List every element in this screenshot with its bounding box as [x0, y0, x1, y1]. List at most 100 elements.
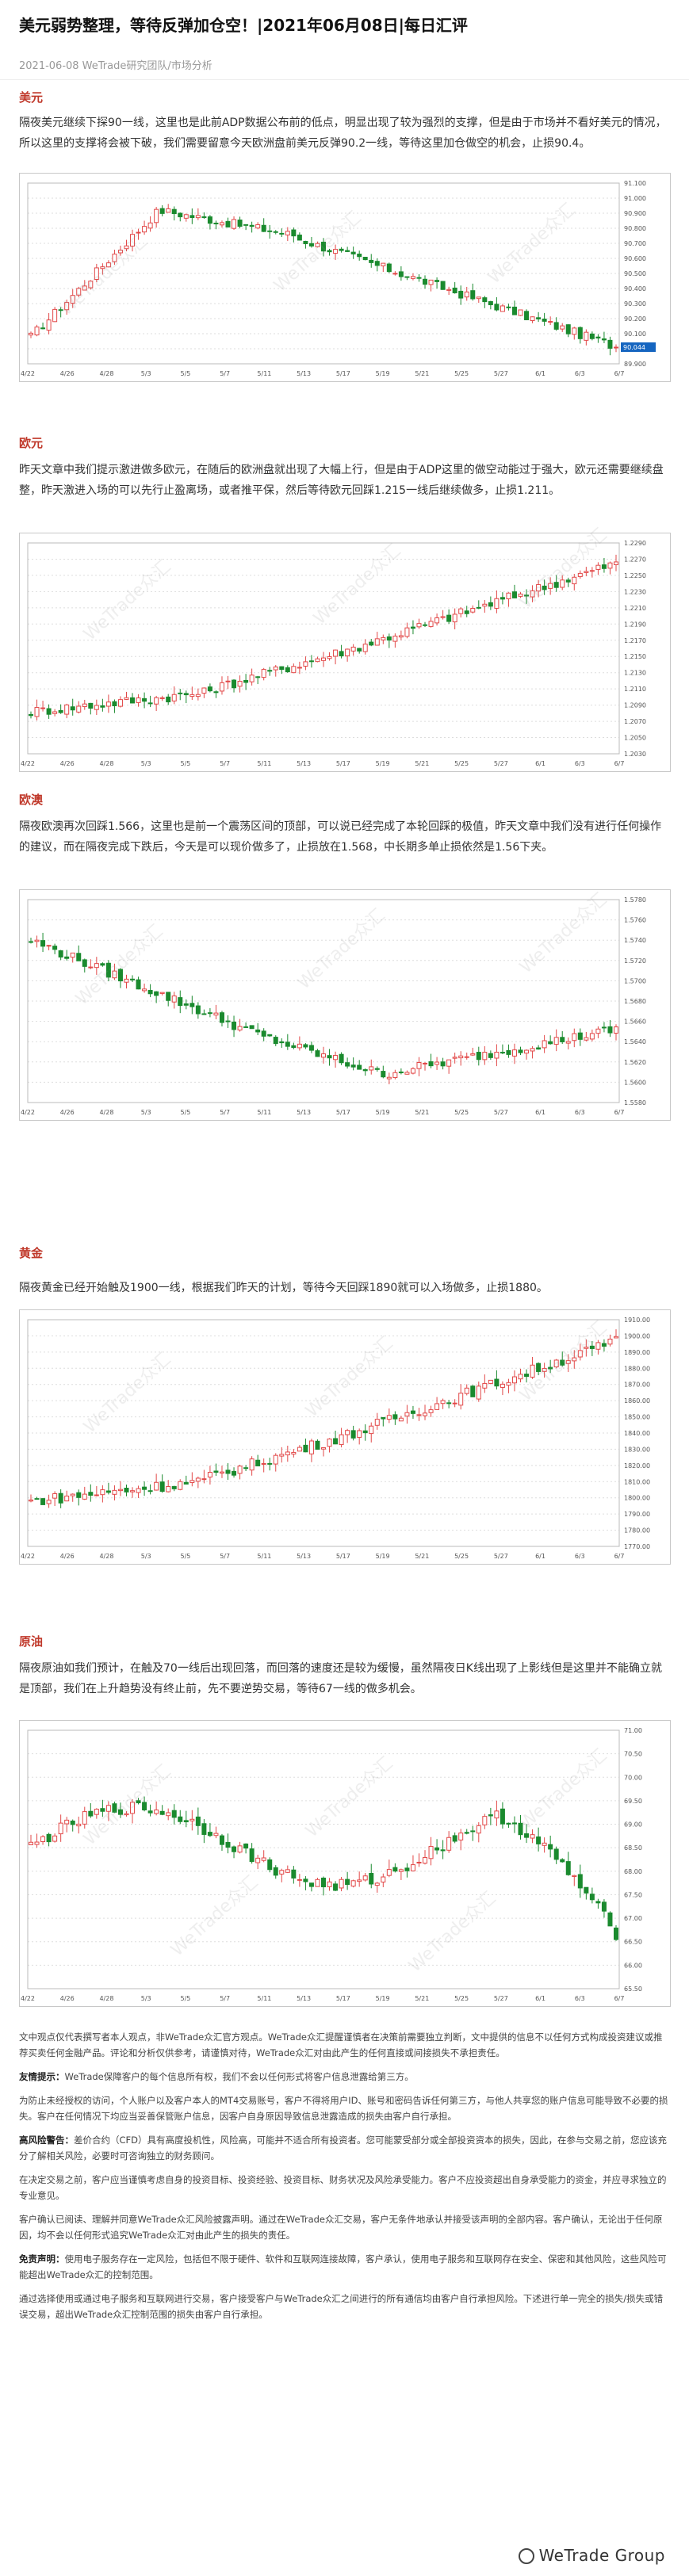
candle-body	[381, 1071, 386, 1078]
candle-body	[279, 1454, 285, 1457]
x-tick-label: 4/26	[60, 1109, 75, 1116]
x-tick-label: 5/17	[336, 760, 350, 767]
candle-body	[392, 636, 398, 642]
candle-body	[350, 251, 356, 254]
x-tick-label: 5/17	[336, 1109, 350, 1116]
y-tick-label: 1830.00	[624, 1446, 650, 1453]
candle-body	[440, 1849, 446, 1852]
candle-body	[572, 576, 577, 585]
candle-body	[124, 978, 129, 983]
x-tick-label: 4/26	[60, 1553, 75, 1560]
candle-body	[279, 232, 285, 235]
candle-body	[52, 1492, 58, 1499]
candle-body	[321, 1053, 326, 1058]
candle-body	[577, 327, 583, 339]
candle-body	[369, 1873, 374, 1885]
friendly-text: WeTrade保障客户的每个信息所有权，我们不会以任何形式将客户信息泄露给第三方…	[64, 2071, 414, 2082]
candle-body	[577, 1350, 583, 1358]
x-tick-label: 6/7	[614, 1109, 625, 1116]
candle-body	[29, 1841, 33, 1845]
candle-body	[506, 1822, 511, 1825]
x-tick-label: 6/3	[575, 370, 585, 377]
candle-body	[333, 1438, 339, 1445]
candle-body	[166, 1812, 171, 1817]
x-tick-label: 5/21	[415, 760, 429, 767]
candle-body	[440, 1400, 446, 1405]
candle-body	[267, 1034, 273, 1037]
candle-body	[470, 1053, 476, 1056]
candle-body	[243, 679, 249, 683]
candle-body	[237, 1845, 243, 1853]
x-tick-label: 5/25	[454, 1995, 469, 2002]
candle-body	[362, 257, 368, 261]
x-tick-label: 6/7	[614, 760, 625, 767]
y-tick-label: 69.00	[624, 1821, 642, 1829]
candle-body	[130, 234, 136, 247]
candle-body	[607, 562, 613, 569]
candle-body	[458, 608, 464, 614]
candle-body	[207, 686, 212, 692]
candle-body	[285, 667, 290, 673]
candle-body	[416, 1414, 422, 1416]
candle-body	[40, 1498, 46, 1505]
candle-body	[565, 579, 571, 583]
candle-body	[255, 1857, 261, 1863]
candle-body	[374, 1419, 380, 1426]
candle-body	[357, 1430, 362, 1438]
candle-body	[232, 1021, 237, 1030]
candle-body	[464, 610, 469, 614]
x-tick-label: 5/27	[494, 760, 508, 767]
x-tick-label: 6/3	[575, 760, 585, 767]
candle-body	[357, 1879, 362, 1882]
candle-body	[29, 713, 33, 717]
y-tick-label: 1790.00	[624, 1511, 650, 1518]
candle-body	[321, 657, 326, 661]
candle-body	[76, 1492, 82, 1498]
candle-body	[446, 1836, 452, 1851]
candle-body	[369, 641, 374, 646]
candle-body	[297, 1447, 302, 1452]
section-text-oil: 隔夜原油如我们预计，在触及70一线后出现回落，而回落的速度还是较为缓慢，虽然隔夜…	[19, 1662, 662, 1695]
y-tick-label: 1890.00	[624, 1349, 650, 1356]
candle-body	[339, 1434, 344, 1446]
candle-body	[154, 697, 159, 705]
disclaimer-para4: 通过选择使用或通过电子服务和互联网进行交易，客户接受客户与WeTrade众汇之间…	[19, 2293, 664, 2320]
candle-body	[446, 289, 452, 291]
candle-body	[482, 297, 488, 303]
x-tick-label: 5/27	[494, 1995, 508, 2002]
x-tick-label: 5/5	[180, 1109, 190, 1116]
candle-body	[70, 1820, 75, 1825]
candle-body	[94, 267, 99, 280]
candle-body	[112, 254, 117, 262]
x-tick-label: 6/3	[575, 1109, 585, 1116]
candle-body	[255, 1459, 261, 1466]
candle-body	[232, 679, 237, 689]
candle-body	[434, 1061, 440, 1065]
candle-body	[105, 1805, 111, 1812]
candle-body	[476, 296, 481, 300]
candle-body	[303, 241, 308, 245]
candle-body	[470, 1385, 476, 1397]
candle-body	[327, 655, 332, 659]
candle-body	[82, 285, 87, 291]
candle-body	[279, 666, 285, 671]
candle-body	[171, 694, 177, 701]
candle-body	[500, 305, 505, 312]
candle-body	[147, 222, 153, 229]
disclaimer-para2: 在决定交易之前，客户应当谨慎考虑自身的投资目标、投资经验、投资目标、财务状况及风…	[19, 2174, 667, 2201]
plot-frame	[27, 1729, 620, 1989]
candle-body	[381, 636, 386, 640]
candle-body	[345, 250, 350, 252]
candle-body	[476, 1052, 481, 1061]
candle-body	[584, 1886, 589, 1894]
candle-body	[88, 281, 94, 289]
candle-body	[147, 702, 153, 705]
candle-body	[76, 1823, 82, 1827]
candle-body	[595, 1028, 601, 1034]
x-tick-label: 5/19	[376, 760, 390, 767]
disclaimer-exempt: 免责声明：使用电子服务存在一定风险，包括但不限于硬件、软件和互联网连接故障，客户…	[19, 2251, 669, 2283]
candle-body	[64, 956, 70, 959]
candle-body	[482, 1816, 488, 1825]
candle-body	[392, 1072, 398, 1079]
candle-body	[565, 1360, 571, 1364]
